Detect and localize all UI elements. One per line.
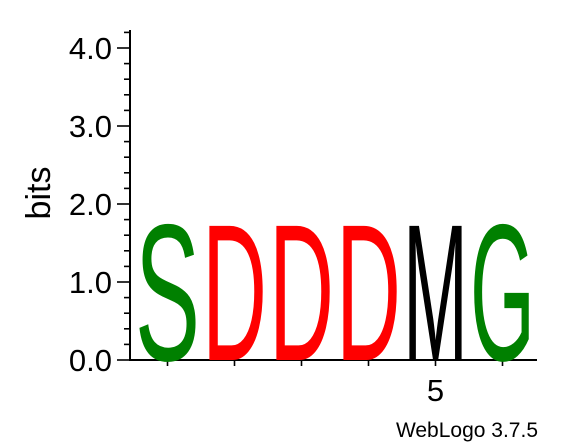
logo-letter-g-pos6: G <box>470 183 535 401</box>
logo-letter-d-pos3: D <box>269 185 334 402</box>
logo-letter-d-pos4: D <box>336 185 401 402</box>
credit-label: WebLogo 3.7.5 <box>396 419 538 442</box>
x-tick-label: 5 <box>427 373 444 408</box>
y-tick-label: 1.0 <box>69 265 112 300</box>
y-tick-label: 3.0 <box>69 109 112 144</box>
logo-letter-s-pos1: S <box>135 183 200 402</box>
logo-letter-m-pos5: M <box>403 185 468 402</box>
y-tick-label: 4.0 <box>69 31 112 66</box>
y-tick-label: 0.0 <box>69 343 112 378</box>
y-axis-ticks: 0.0 1.0 2.0 3.0 4.0 <box>69 31 130 378</box>
x-axis-ticks: 5 <box>166 360 504 408</box>
logo-letter-d-pos2: D <box>202 185 267 402</box>
y-axis-title: bits <box>20 167 58 220</box>
y-tick-label: 2.0 <box>69 187 112 222</box>
